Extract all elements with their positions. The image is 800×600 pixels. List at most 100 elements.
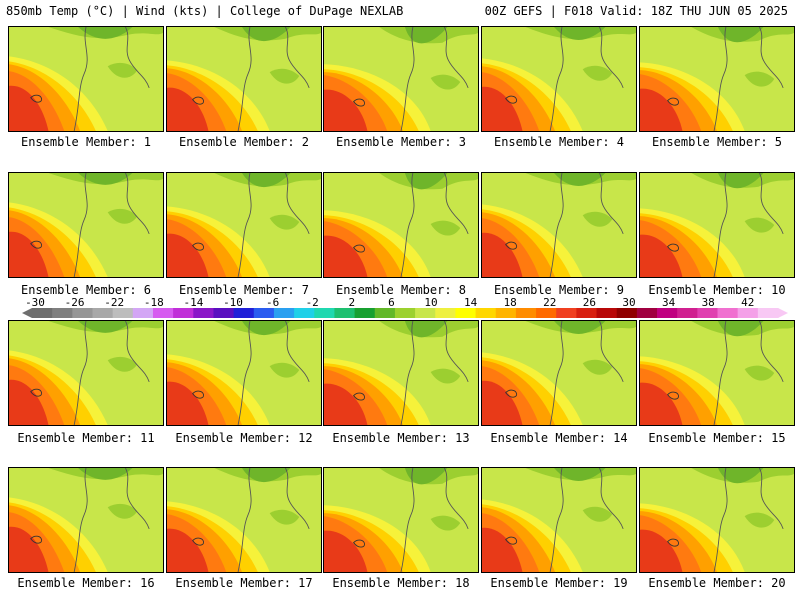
colorbar-swatch [314,308,335,318]
colorbar-tick-label: 26 [582,296,597,309]
colorbar-swatch [52,308,73,318]
temperature-map [167,27,321,131]
ensemble-member-label: Ensemble Member: 7 [178,283,310,297]
temperature-map [324,27,478,131]
colorbar-max-arrow [778,308,788,318]
ensemble-panel-8 [323,172,479,278]
colorbar-swatch [415,308,436,318]
temperature-map [640,27,794,131]
ensemble-panel-1 [8,26,164,132]
ensemble-member-label: Ensemble Member: 16 [17,576,155,590]
ensemble-panel-3 [323,26,479,132]
colorbar-tick-label: -10 [223,296,243,309]
ensemble-member-label: Ensemble Member: 1 [20,135,152,149]
colorbar-swatch [536,308,557,318]
ensemble-panel-7 [166,172,322,278]
colorbar-tick-label: -6 [265,296,280,309]
colorbar-swatch [112,308,134,318]
colorbar-swatch [455,308,477,318]
colorbar-swatch [717,308,739,318]
ensemble-member-label: Ensemble Member: 13 [332,431,470,445]
colorbar-swatch [556,308,577,318]
colorbar-swatch [657,308,678,318]
ensemble-member-label: Ensemble Member: 17 [175,576,313,590]
temperature-map [9,468,163,572]
ensemble-member-label: Ensemble Member: 6 [20,283,152,297]
colorbar-swatch [273,308,295,318]
ensemble-panel-20 [639,467,795,573]
ensemble-member-label: Ensemble Member: 3 [335,135,467,149]
ensemble-panel-10 [639,172,795,278]
colorbar-tick-label: 30 [622,296,636,309]
colorbar-swatch [374,308,396,318]
colorbar-swatch [92,308,114,318]
ensemble-panel-6 [8,172,164,278]
colorbar-swatch [213,308,235,318]
temperature-map [482,468,636,572]
colorbar-swatch [32,308,53,318]
colorbar-swatch [475,308,497,318]
colorbar-swatch [394,308,416,318]
ensemble-panel-11 [8,320,164,426]
colorbar-tick-label: -30 [25,296,45,309]
colorbar-tick-label: 22 [543,296,557,309]
ensemble-member-label: Ensemble Member: 4 [493,135,625,149]
colorbar-swatch [515,308,537,318]
temperature-map [324,173,478,277]
ensemble-member-label: Ensemble Member: 10 [648,283,786,297]
colorbar-tick-label: 10 [424,296,438,309]
colorbar-swatch [697,308,719,318]
colorbar-swatch [636,308,658,318]
colorbar-swatch [193,308,214,318]
colorbar-swatch [294,308,315,318]
temperature-map [9,27,163,131]
colorbar-tick-label: -18 [143,296,164,309]
ensemble-panel-19 [481,467,637,573]
temperature-map [324,321,478,425]
temperature-map [9,321,163,425]
ensemble-panel-2 [166,26,322,132]
ensemble-panel-14 [481,320,637,426]
colorbar-tick-label: 2 [348,296,356,309]
colorbar-swatch [334,308,356,318]
temperature-map [167,321,321,425]
colorbar-swatch [253,308,275,318]
ensemble-member-label: Ensemble Member: 8 [335,283,467,297]
colorbar-tick-label: 34 [661,296,676,309]
ensemble-panel-13 [323,320,479,426]
colorbar-swatch [233,308,255,318]
ensemble-member-label: Ensemble Member: 15 [648,431,786,445]
temperature-map [640,321,794,425]
colorbar-swatch [72,308,93,318]
ensemble-panel-16 [8,467,164,573]
ensemble-member-label: Ensemble Member: 11 [17,431,155,445]
ensemble-panel-17 [166,467,322,573]
colorbar-tick-label: 38 [701,296,715,309]
temperature-map [482,27,636,131]
colorbar-swatch [173,308,194,318]
temperature-colorbar [22,308,788,318]
colorbar-tick-label: 42 [741,296,755,309]
temperature-map [324,468,478,572]
colorbar-swatch [495,308,517,318]
ensemble-member-label: Ensemble Member: 5 [651,135,783,149]
temperature-map [482,173,636,277]
map-title: 850mb Temp (°C) | Wind (kts) | College o… [6,4,404,18]
colorbar-swatch [152,308,174,318]
colorbar-swatch [677,308,698,318]
colorbar-swatch [596,308,618,318]
colorbar-tick-label: 18 [503,296,517,309]
ensemble-panel-9 [481,172,637,278]
ensemble-member-label: Ensemble Member: 18 [332,576,470,590]
colorbar-tick-label: -14 [183,296,204,309]
colorbar-tick-label: 6 [388,296,395,309]
ensemble-panel-12 [166,320,322,426]
ensemble-panel-15 [639,320,795,426]
colorbar-swatch [737,308,759,318]
colorbar-tick-label: -22 [104,296,125,309]
temperature-map [167,173,321,277]
temperature-map [482,321,636,425]
ensemble-member-label: Ensemble Member: 9 [493,283,625,297]
colorbar-swatch [616,308,638,318]
temperature-map [640,173,794,277]
